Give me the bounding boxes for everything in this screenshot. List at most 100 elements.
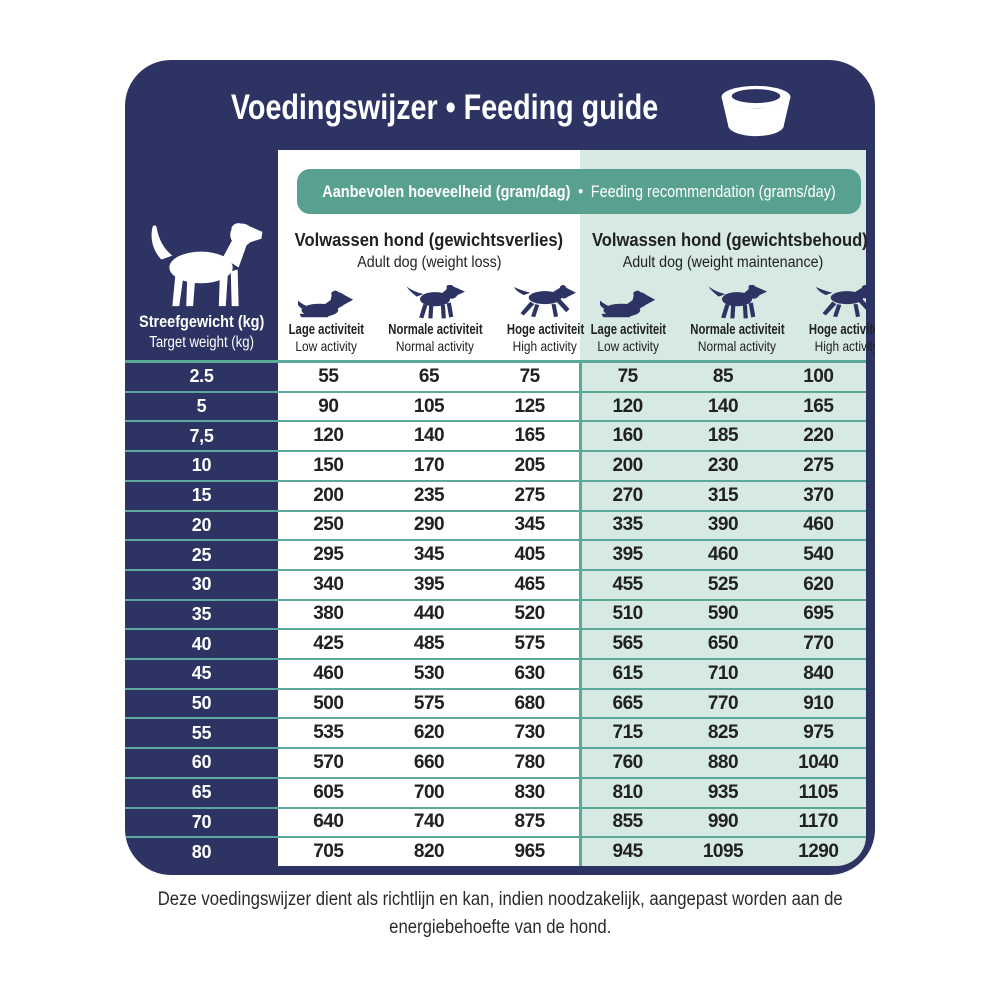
value-cell-maint-low: 335 — [612, 514, 644, 536]
page-title: Voedingswijzer • Feeding guide — [231, 88, 659, 127]
value-cell-loss-normal: 440 — [413, 603, 445, 625]
value-cell-maint-low: 510 — [612, 603, 644, 625]
table-header-divider — [125, 360, 866, 363]
value-cell-maint-high: 1040 — [798, 751, 839, 773]
activity-label-en: High activity — [815, 338, 875, 354]
group-title-nl: Volwassen hond (gewichtsverlies) — [294, 230, 564, 250]
value-cell-loss-normal: 235 — [413, 484, 445, 506]
table-row: 5 90 105 125 120 140 165 — [125, 390, 866, 421]
value-cell-maint-normal: 1095 — [702, 841, 744, 863]
value-cell-loss-low: 295 — [313, 544, 344, 566]
value-cell-maint-high: 1290 — [798, 841, 839, 863]
value-cell-loss-normal: 530 — [413, 662, 445, 684]
weight-cell: 50 — [191, 693, 212, 714]
weight-header-nl: Streefgewicht (kg) — [138, 312, 265, 331]
running-dog-icon — [496, 282, 595, 320]
activity-high: Hoge activiteit High activity — [798, 282, 875, 354]
weight-cell: 5 — [196, 396, 207, 417]
group-header-weight-maintenance: Volwassen hond (gewichtsbehoud) Adult do… — [580, 230, 868, 272]
weight-cell: 45 — [191, 663, 212, 684]
activity-label-en: Normal activity — [396, 338, 475, 354]
value-cell-loss-low: 380 — [313, 603, 344, 625]
weight-column-header: Streefgewicht (kg) Target weight (kg) — [125, 312, 278, 352]
weight-maintenance-panel — [580, 150, 866, 866]
table-row: 7,5 120 140 165 160 185 220 — [125, 420, 866, 450]
value-cell-loss-high: 75 — [519, 365, 541, 387]
value-cell-maint-high: 165 — [803, 395, 834, 417]
weight-cell: 2.5 — [189, 366, 214, 387]
value-cell-loss-normal: 170 — [413, 454, 445, 476]
weight-cell: 80 — [191, 841, 212, 862]
value-cell-maint-low: 75 — [617, 365, 639, 387]
activity-label-nl: Lage activiteit — [590, 322, 667, 338]
value-cell-maint-low: 160 — [612, 425, 644, 447]
walking-dog-icon — [677, 282, 798, 320]
value-cell-maint-normal: 230 — [707, 454, 739, 476]
value-cell-loss-normal: 345 — [413, 544, 445, 566]
weight-cell: 55 — [191, 722, 212, 743]
activity-label-en: High activity — [513, 338, 578, 354]
table-row: 65 605 700 830 810 935 1105 — [125, 776, 866, 807]
group-title-en: Adult dog (weight maintenance) — [622, 254, 824, 271]
value-cell-loss-normal: 140 — [413, 425, 445, 447]
footer-line-1: Deze voedingswijzer dient als richtlijn … — [157, 889, 843, 910]
value-cell-loss-high: 875 — [514, 811, 546, 833]
value-cell-loss-low: 120 — [313, 425, 344, 447]
weight-cell: 25 — [191, 544, 212, 565]
value-cell-loss-low: 200 — [313, 484, 344, 506]
table-body: 2.5 55 65 75 75 85 100 5 90 105 125 120 … — [125, 363, 866, 866]
weight-cell: 40 — [191, 633, 212, 654]
table-row: 20 250 290 345 335 390 460 — [125, 509, 866, 540]
value-cell-loss-low: 90 — [318, 395, 339, 417]
table-row: 55 535 620 730 715 825 975 — [125, 717, 866, 747]
value-cell-maint-high: 220 — [803, 425, 834, 447]
value-cell-loss-high: 405 — [514, 544, 546, 566]
table-row: 10 150 170 205 200 230 275 — [125, 450, 866, 480]
value-cell-maint-high: 275 — [803, 454, 834, 476]
value-cell-loss-high: 275 — [514, 484, 546, 506]
value-cell-loss-high: 630 — [514, 662, 546, 684]
recommendation-banner-text: Aanbevolen hoeveelheid (gram/dag) • Feedin… — [322, 182, 835, 202]
weight-header-en: Target weight (kg) — [149, 334, 254, 351]
table-row: 25 295 345 405 395 460 540 — [125, 539, 866, 569]
value-cell-loss-low: 340 — [313, 573, 344, 595]
value-cell-maint-normal: 770 — [707, 692, 739, 714]
value-cell-maint-normal: 525 — [707, 573, 739, 595]
footer-note: Deze voedingswijzer dient als richtlijn … — [0, 886, 1000, 942]
value-cell-loss-normal: 820 — [413, 841, 445, 863]
value-cell-maint-high: 540 — [803, 544, 834, 566]
value-cell-maint-normal: 650 — [707, 633, 739, 655]
value-cell-maint-high: 1105 — [798, 781, 839, 803]
value-cell-loss-normal: 485 — [413, 633, 445, 655]
value-cell-maint-normal: 85 — [712, 365, 734, 387]
value-cell-maint-low: 855 — [612, 811, 644, 833]
activity-label-en: Low activity — [295, 338, 358, 354]
value-cell-maint-high: 460 — [803, 514, 834, 536]
value-cell-maint-normal: 710 — [707, 662, 739, 684]
activity-label-en: Normal activity — [698, 338, 777, 354]
value-cell-maint-low: 395 — [612, 544, 644, 566]
value-cell-loss-high: 730 — [514, 722, 546, 744]
value-cell-loss-low: 570 — [313, 751, 344, 773]
activity-header-weight-loss: Lage activiteit Low activity — [278, 282, 584, 354]
value-cell-loss-high: 465 — [514, 573, 546, 595]
activity-label-nl: Hoge activiteit — [506, 322, 584, 338]
value-cell-maint-low: 665 — [612, 692, 644, 714]
activity-label-nl: Hoge activiteit — [808, 322, 875, 338]
panel-divider — [579, 360, 582, 866]
value-cell-maint-low: 270 — [612, 484, 644, 506]
activity-low: Lage activiteit Low activity — [580, 282, 677, 354]
lying-dog-icon — [278, 282, 375, 320]
group-title-en: Adult dog (weight loss) — [356, 254, 502, 271]
lying-dog-icon — [580, 282, 677, 320]
standing-dog-icon — [145, 218, 265, 317]
weight-cell: 30 — [191, 574, 212, 595]
weight-cell: 20 — [191, 514, 212, 535]
value-cell-loss-normal: 740 — [413, 811, 445, 833]
value-cell-maint-low: 120 — [612, 395, 644, 417]
value-cell-loss-normal: 575 — [413, 692, 445, 714]
table-row: 2.5 55 65 75 75 85 100 — [125, 363, 866, 391]
table-row: 30 340 395 465 455 525 620 — [125, 568, 866, 599]
value-cell-maint-low: 760 — [612, 751, 644, 773]
value-cell-maint-high: 695 — [803, 603, 834, 625]
